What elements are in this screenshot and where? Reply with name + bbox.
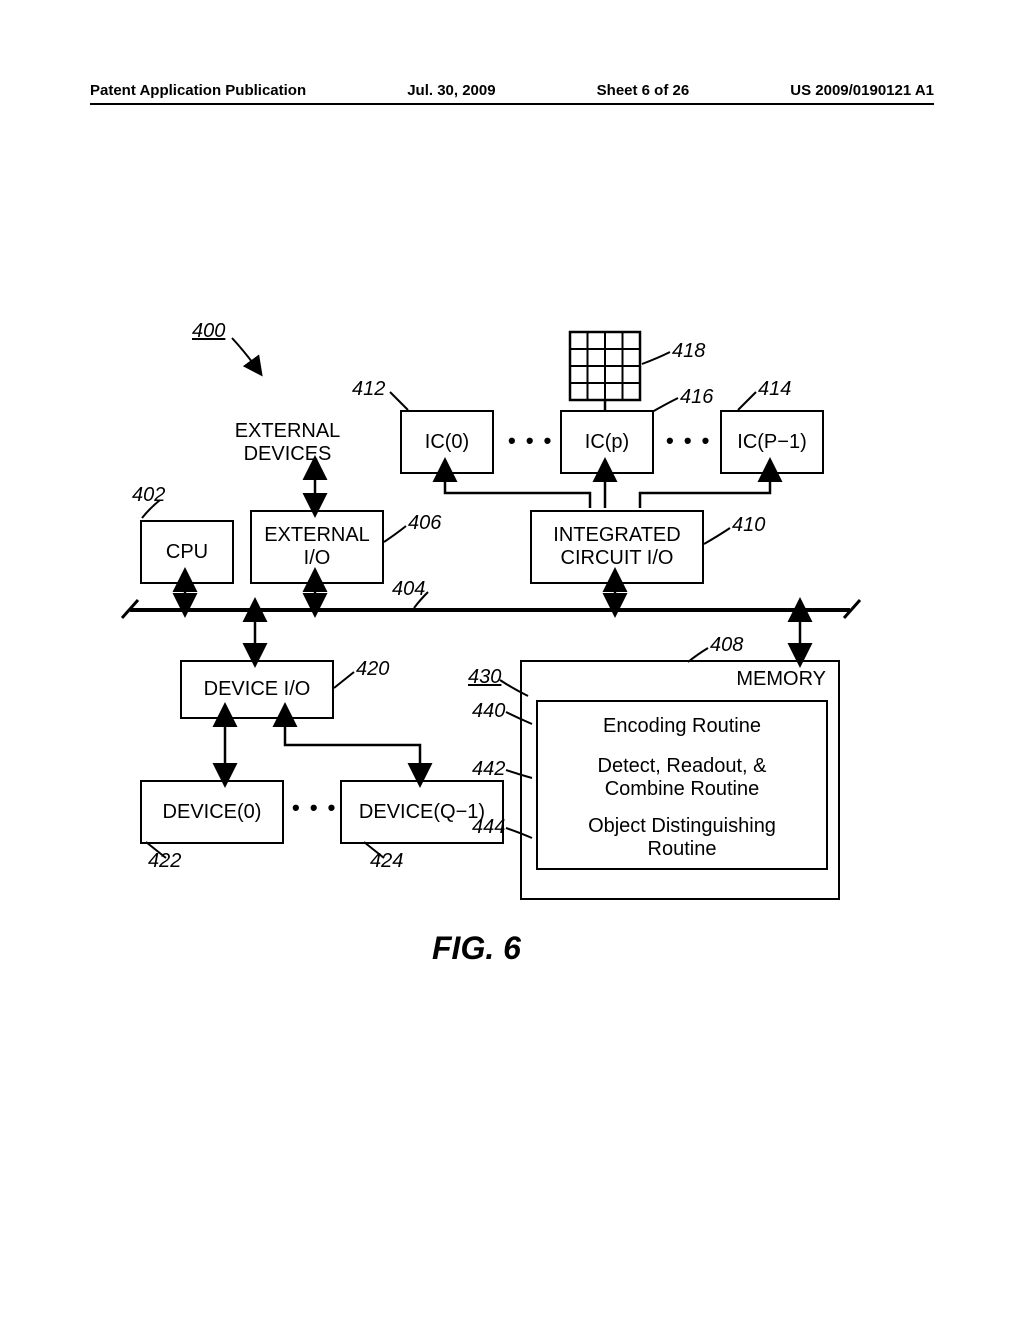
- ref-412: 412: [352, 378, 385, 401]
- ref-440-leader: [506, 712, 532, 724]
- ref-404: 404: [392, 578, 425, 601]
- ref-430-leader: [500, 680, 528, 696]
- ref-444: 444: [472, 816, 505, 839]
- ref-420: 420: [356, 658, 389, 681]
- ref-440: 440: [472, 700, 505, 723]
- ref-430: 430: [468, 666, 501, 689]
- ref-414: 414: [758, 378, 791, 401]
- ref-418-leader: [642, 352, 670, 364]
- ref-406: 406: [408, 512, 441, 535]
- intio-icp1-connector: [640, 472, 770, 508]
- ref-418: 418: [672, 340, 705, 363]
- ref-416: 416: [680, 386, 713, 409]
- ref-410-leader: [704, 528, 730, 544]
- figure-caption: FIG. 6: [432, 930, 521, 967]
- intio-ic0-connector: [445, 472, 590, 508]
- ref-412-leader: [390, 392, 408, 410]
- ref-420-leader: [334, 672, 354, 688]
- ref-400: 400: [192, 320, 225, 343]
- ref-444-leader: [506, 828, 532, 838]
- ref-422: 422: [148, 850, 181, 873]
- ref-414-leader: [738, 392, 756, 410]
- ref-424: 424: [370, 850, 403, 873]
- devio-devq1-connector: [285, 717, 420, 778]
- ref-406-leader: [384, 526, 406, 542]
- ref-402: 402: [132, 484, 165, 507]
- page: Patent Application Publication Jul. 30, …: [0, 0, 1024, 1320]
- ref-400-leader: [232, 338, 258, 370]
- diagram-svg: [0, 0, 1024, 1320]
- ref-408: 408: [710, 634, 743, 657]
- ref-410: 410: [732, 514, 765, 537]
- ref-408-leader: [688, 648, 708, 662]
- sensor-grid-icon: [570, 332, 640, 400]
- ref-442-leader: [506, 770, 532, 778]
- ref-416-leader: [652, 398, 678, 412]
- ref-442: 442: [472, 758, 505, 781]
